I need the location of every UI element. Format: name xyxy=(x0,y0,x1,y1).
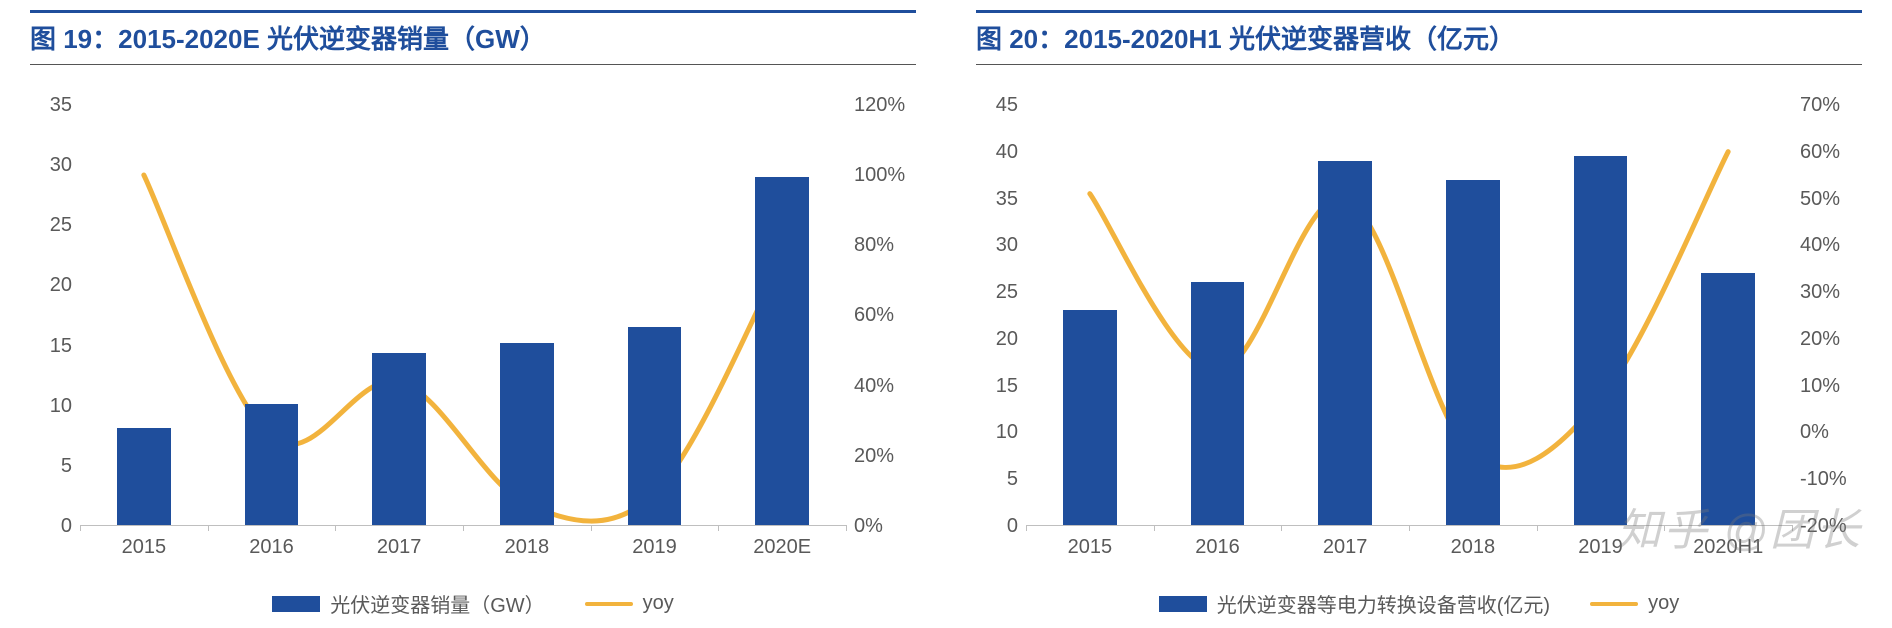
y-axis-right: 120%100%80%60%40%20%0% xyxy=(846,105,916,526)
legend-line: yoy xyxy=(1590,592,1679,615)
plot xyxy=(80,105,846,526)
legend: 光伏逆变器等电力转换设备营收(亿元) yoy xyxy=(976,589,1862,618)
line-swatch-icon xyxy=(585,602,633,606)
chart-area: 454035302520151050 70%60%50%40%30%20%10%… xyxy=(976,105,1862,618)
chart-title: 图 20：2015-2020H1 光伏逆变器营收（亿元） xyxy=(976,10,1862,65)
chart-title: 图 19：2015-2020E 光伏逆变器销量（GW） xyxy=(30,10,916,65)
legend-bar-label: 光伏逆变器销量（GW） xyxy=(330,589,544,618)
y-axis-left: 454035302520151050 xyxy=(976,105,1026,526)
bar xyxy=(1574,156,1628,525)
bar xyxy=(500,343,554,525)
legend-line: yoy xyxy=(585,592,674,615)
y-axis-left: 35302520151050 xyxy=(30,105,80,526)
bar xyxy=(1191,282,1245,525)
bar xyxy=(1446,180,1500,525)
bar xyxy=(372,353,426,525)
legend-bar: 光伏逆变器销量（GW） xyxy=(272,589,544,618)
bar xyxy=(1318,161,1372,525)
bar xyxy=(1063,310,1117,525)
legend-bar-label: 光伏逆变器等电力转换设备营收(亿元) xyxy=(1217,589,1550,618)
bar xyxy=(1701,273,1755,525)
plot-area: 454035302520151050 70%60%50%40%30%20%10%… xyxy=(976,105,1862,526)
chart-area: 35302520151050 120%100%80%60%40%20%0% 20… xyxy=(30,105,916,618)
yoy-line xyxy=(144,175,782,521)
bar xyxy=(628,327,682,525)
line-swatch-icon xyxy=(1590,602,1638,606)
legend-bar: 光伏逆变器等电力转换设备营收(亿元) xyxy=(1159,589,1550,618)
legend-line-label: yoy xyxy=(643,592,674,615)
panels: 图 19：2015-2020E 光伏逆变器销量（GW） 353025201510… xyxy=(0,0,1892,628)
panel-right: 图 20：2015-2020H1 光伏逆变器营收（亿元） 45403530252… xyxy=(946,0,1892,628)
legend-line-label: yoy xyxy=(1648,592,1679,615)
legend: 光伏逆变器销量（GW） yoy xyxy=(30,589,916,618)
plot-area: 35302520151050 120%100%80%60%40%20%0% xyxy=(30,105,916,526)
bar xyxy=(117,428,171,525)
plot xyxy=(1026,105,1792,526)
bar-swatch-icon xyxy=(1159,596,1207,612)
yoy-line xyxy=(1090,152,1728,468)
bar-swatch-icon xyxy=(272,596,320,612)
panel-left: 图 19：2015-2020E 光伏逆变器销量（GW） 353025201510… xyxy=(0,0,946,628)
y-axis-right: 70%60%50%40%30%20%10%0%-10%-20% xyxy=(1792,105,1862,526)
bar xyxy=(755,177,809,525)
bar xyxy=(245,404,299,525)
